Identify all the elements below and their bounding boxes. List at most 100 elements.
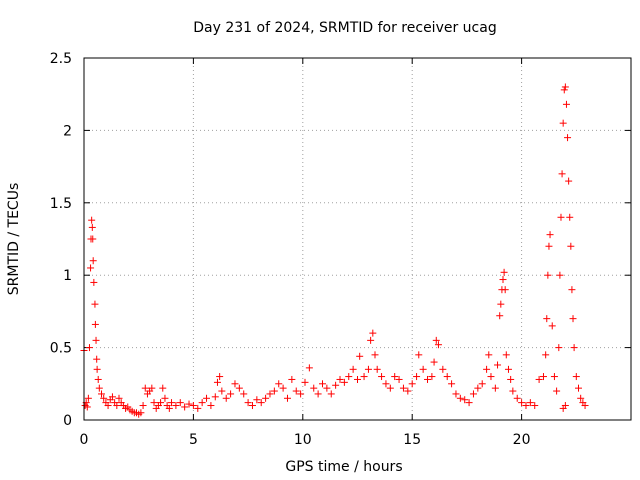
data-point [518, 399, 526, 407]
data-point [104, 402, 112, 410]
data-point [87, 264, 95, 272]
data-point [108, 393, 116, 401]
data-point [227, 390, 235, 398]
data-point [501, 286, 509, 294]
data-point [185, 400, 193, 408]
data-point [553, 387, 561, 395]
data-point [91, 320, 99, 328]
data-point [478, 380, 486, 388]
data-point [88, 216, 96, 224]
data-point [279, 384, 287, 392]
data-point [560, 86, 568, 94]
data-point [248, 402, 256, 410]
data-point [92, 336, 100, 344]
data-point [452, 390, 460, 398]
data-point [543, 315, 551, 323]
y-axis-label: SRMTID / TECUs [6, 183, 22, 296]
data-point [213, 378, 221, 386]
data-point [378, 373, 386, 381]
data-point [266, 390, 274, 398]
data-point [100, 394, 108, 402]
data-point [581, 402, 589, 410]
data-point [557, 213, 565, 221]
data-point [469, 390, 477, 398]
data-point [231, 380, 239, 388]
data-point [539, 373, 547, 381]
data-point [364, 365, 372, 373]
data-point [288, 375, 296, 383]
data-point [564, 134, 572, 142]
data-point [565, 177, 573, 185]
data-point [198, 399, 206, 407]
data-point [327, 390, 335, 398]
data-point [558, 170, 566, 178]
data-point [371, 351, 379, 359]
data-point [360, 373, 368, 381]
data-point [555, 344, 563, 352]
x-tick-label: 0 [80, 432, 89, 448]
data-point [332, 381, 340, 389]
data-point [90, 278, 98, 286]
data-point [568, 286, 576, 294]
data-point [211, 393, 219, 401]
data-point [413, 373, 421, 381]
data-point [159, 384, 167, 392]
data-point [491, 384, 499, 392]
data-point [89, 257, 97, 265]
data-point [494, 361, 502, 369]
x-axis-label: GPS time / hours [285, 459, 402, 475]
data-point [323, 384, 331, 392]
data-point [91, 300, 99, 308]
data-point [356, 352, 364, 360]
data-point [535, 375, 543, 383]
data-point [522, 402, 530, 410]
data-point [428, 373, 436, 381]
data-point [336, 375, 344, 383]
data-point [386, 384, 394, 392]
data-point [496, 312, 504, 320]
data-point [275, 380, 283, 388]
data-point [176, 399, 184, 407]
data-point [203, 394, 211, 402]
data-point [165, 404, 173, 412]
data-point [235, 384, 243, 392]
data-point [404, 387, 412, 395]
data-point [439, 365, 447, 373]
data-point [497, 300, 505, 308]
x-tick-label: 15 [403, 432, 421, 448]
data-point [570, 344, 578, 352]
data-point [572, 373, 580, 381]
data-point [283, 394, 291, 402]
data-point [395, 375, 403, 383]
x-tick-label: 10 [294, 432, 312, 448]
data-point [373, 365, 381, 373]
data-point [504, 365, 512, 373]
data-point [318, 380, 326, 388]
data-point [88, 223, 96, 231]
data-point [430, 358, 438, 366]
data-point [461, 396, 469, 404]
data-point [189, 402, 197, 410]
data-point [84, 394, 92, 402]
data-point [415, 351, 423, 359]
data-point [340, 378, 348, 386]
data-point [550, 373, 558, 381]
data-point [150, 399, 158, 407]
points-layer [80, 83, 589, 418]
data-point [546, 231, 554, 239]
data-point [408, 380, 416, 388]
data-point [292, 387, 300, 395]
data-point [577, 394, 585, 402]
data-point [354, 375, 361, 383]
data-point [157, 399, 165, 407]
data-point [95, 384, 103, 392]
data-point [93, 355, 101, 363]
data-point [141, 384, 149, 392]
data-point [542, 351, 550, 359]
data-point [485, 351, 493, 359]
data-point [443, 373, 451, 381]
data-point [574, 384, 582, 392]
data-point [270, 387, 278, 395]
chart-title: Day 231 of 2024, SRMTID for receiver uca… [193, 20, 496, 36]
